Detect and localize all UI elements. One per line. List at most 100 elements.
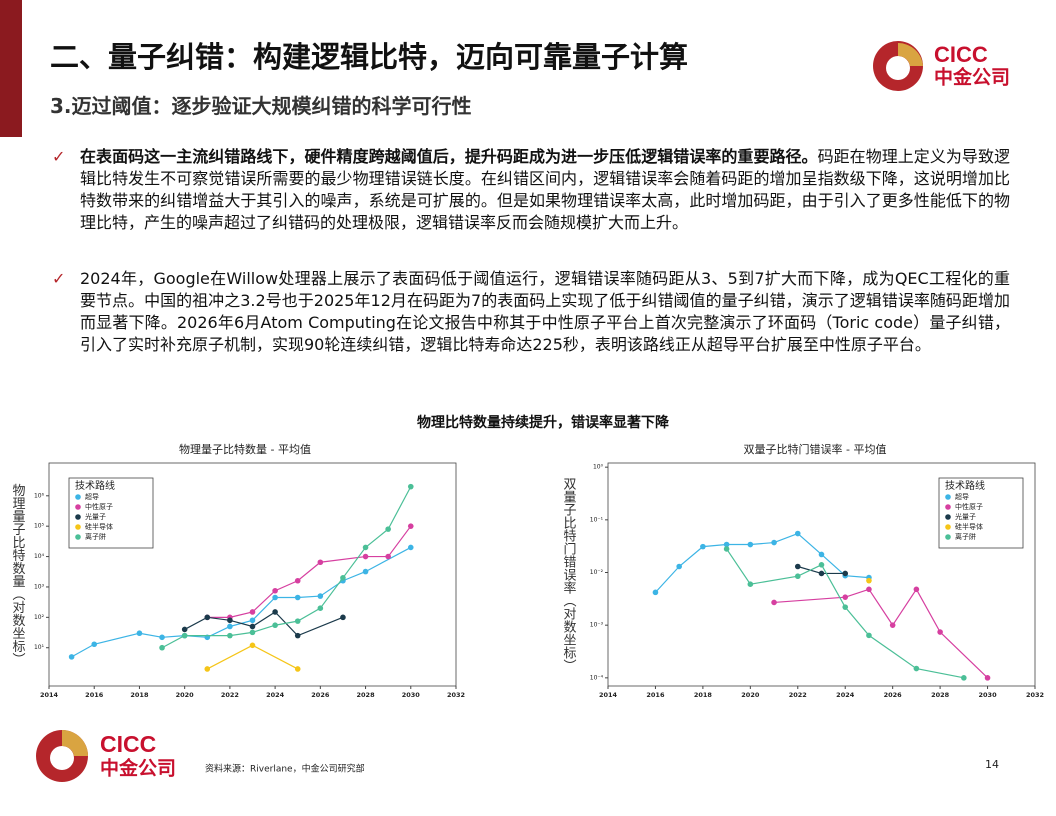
data-point [317, 605, 324, 611]
data-point [984, 675, 991, 681]
y-tick-label: 10⁻³ [590, 622, 604, 629]
data-point [842, 570, 849, 577]
x-tick-label: 2020 [176, 691, 195, 699]
data-point [294, 594, 301, 601]
data-point [771, 599, 777, 606]
data-point [249, 617, 256, 624]
y-tick-label: 10⁻¹ [590, 516, 604, 523]
data-point [362, 568, 369, 575]
data-point [866, 586, 872, 593]
y-tick-label: 10² [34, 614, 45, 621]
data-point [249, 623, 256, 630]
data-point [272, 594, 278, 601]
data-point [842, 594, 849, 600]
data-point [842, 604, 849, 610]
data-point [913, 665, 920, 672]
data-point [794, 563, 801, 570]
data-point [961, 675, 967, 681]
legend-title: 技术路线 [75, 479, 115, 492]
legend-box [68, 477, 154, 549]
y-axis-label: 物理量子比特数量（对数坐标） [10, 484, 26, 666]
chart-title: 双量子比特门错误率 - 平均值 [744, 442, 887, 456]
y-tick-label: 10⁻² [590, 569, 604, 576]
x-tick-label: 2014 [599, 691, 618, 699]
legend-label: 硅半导体 [955, 522, 983, 531]
x-tick-label: 2032 [1026, 691, 1044, 699]
data-point [937, 629, 943, 635]
data-point [818, 562, 825, 568]
plot-frame [48, 462, 457, 687]
data-point [913, 586, 920, 593]
legend-swatch [945, 534, 951, 540]
data-point [249, 629, 256, 636]
y-tick-label: 10⁰ [593, 464, 604, 471]
logo-inner [50, 746, 74, 770]
data-point [407, 523, 414, 529]
data-point [340, 575, 346, 581]
legend-label: 超导 [955, 492, 969, 501]
bullet-text: 码距在物理上定义为导致逻辑比特发生不可察觉错误所需要的最少物理错误链长度。在纠错… [80, 147, 1010, 232]
legend-box [938, 477, 1024, 549]
series-line [726, 548, 964, 679]
legend-label: 超导 [85, 492, 99, 501]
y-tick-label: 10⁴ [34, 553, 45, 560]
data-point [866, 577, 872, 584]
series-line [774, 588, 988, 679]
data-point [340, 614, 346, 621]
legend-label: 离子阱 [955, 532, 976, 541]
logo: CICC 中金公司 [873, 41, 1010, 91]
legend-label: 光量子 [85, 512, 106, 521]
data-point [249, 642, 256, 649]
data-point [136, 630, 143, 637]
legend-swatch [75, 514, 81, 520]
legend-title: 技术路线 [945, 479, 985, 492]
x-tick-label: 2018 [130, 691, 149, 699]
x-tick-label: 2014 [40, 691, 59, 699]
slide-subtitle: 3.迈过阈值：逐步验证大规模纠错的科学可行性 [50, 94, 472, 118]
legend-swatch [75, 494, 81, 500]
x-tick-label: 2022 [789, 691, 807, 699]
data-point [362, 544, 369, 551]
data-point [272, 622, 278, 629]
figure: 物理比特数量持续提升，错误率显著下降 物理量子比特数量 - 平均值物理量子比特数… [10, 414, 1045, 699]
x-tick-label: 2016 [85, 691, 104, 699]
data-point [385, 553, 391, 560]
data-point [362, 553, 369, 560]
x-tick-label: 2032 [447, 691, 465, 699]
data-point [294, 577, 301, 584]
data-point [794, 530, 801, 537]
y-tick-label: 10⁵ [34, 523, 45, 530]
data-point [747, 581, 754, 587]
y-tick-label: 10³ [34, 583, 45, 590]
data-point [818, 551, 825, 558]
data-point [385, 526, 391, 532]
legend-swatch [945, 514, 951, 520]
data-point [227, 623, 233, 630]
logo-gold [898, 42, 923, 66]
footer: CICC 中金公司 资料来源：Riverlane，中金公司研究部 14 [36, 730, 999, 782]
series-line [207, 525, 412, 618]
data-point [317, 559, 324, 566]
source: 资料来源：Riverlane，中金公司研究部 [205, 763, 365, 775]
data-point [249, 609, 256, 615]
x-tick-label: 2026 [311, 691, 330, 699]
accent-bar [0, 0, 22, 137]
x-tick-label: 2024 [836, 691, 855, 699]
data-point [652, 589, 659, 596]
data-point [407, 483, 414, 490]
y-tick-label: 10⁶ [34, 492, 45, 499]
y-tick-label: 10¹ [34, 644, 45, 651]
logo-en: CICC [934, 42, 988, 67]
data-point [204, 614, 211, 621]
plot-frame [607, 462, 1036, 687]
data-point [159, 644, 165, 651]
series-line [71, 546, 412, 658]
legend-label: 中性原子 [955, 502, 983, 511]
x-tick-label: 2030 [402, 691, 421, 699]
data-point [272, 587, 278, 594]
data-point [866, 632, 872, 639]
data-point [91, 641, 98, 648]
data-point [794, 573, 801, 580]
x-tick-label: 2026 [884, 691, 903, 699]
